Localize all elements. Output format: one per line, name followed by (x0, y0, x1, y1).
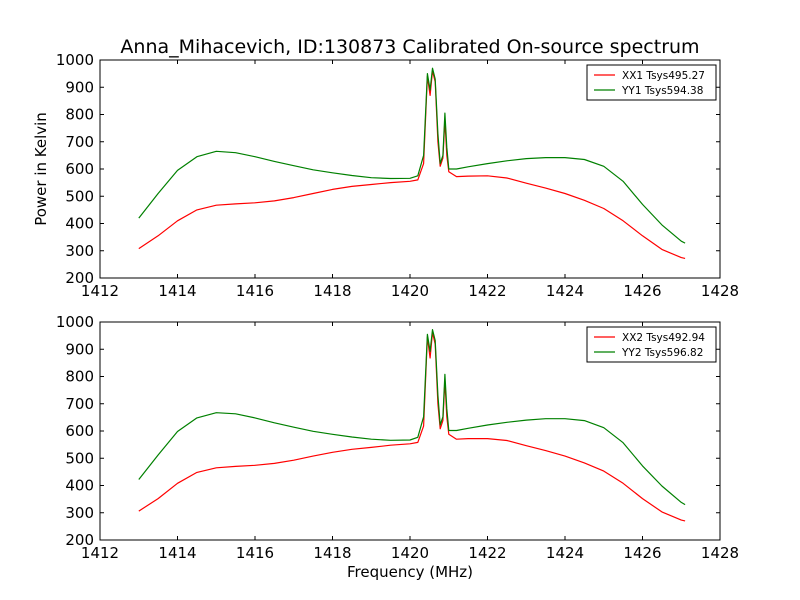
x-tick-label: 1424 (546, 544, 584, 562)
y-tick-label: 300 (65, 242, 94, 260)
x-tick-label: 1426 (623, 544, 661, 562)
x-tick-label: 1422 (468, 544, 506, 562)
legend-entry: YY2 Tsys596.82 (621, 347, 703, 359)
x-tick-label: 1422 (468, 282, 506, 300)
series-line-2 (138, 67, 686, 244)
y-tick-label: 600 (65, 160, 94, 178)
legend: XX2 Tsys492.94 YY2 Tsys596.82 (586, 326, 717, 363)
y-tick-label: 1000 (56, 51, 94, 69)
legend-entry: XX2 Tsys492.94 (622, 332, 705, 344)
x-tick-label: 1428 (701, 544, 739, 562)
subplot-2: 1412 1414 1416 1418 1420 1422 1424 1426 1428 200 3… (56, 313, 739, 581)
y-tick-label: 400 (65, 477, 94, 495)
y-tick-label: 200 (65, 531, 94, 549)
x-tick-label: 1426 (623, 282, 661, 300)
plots: 1412 1414 1416 1418 1420 1422 1424 1426 1428 200 3… (32, 51, 739, 581)
x-tick-label: 1428 (701, 282, 739, 300)
x-tick-label: 1418 (313, 544, 351, 562)
x-tick-label: 1412 (81, 544, 119, 562)
y-tick-label: 800 (65, 368, 94, 386)
x-tick-label: 1416 (236, 544, 274, 562)
y-tick-label: 600 (65, 422, 94, 440)
legend-box (586, 326, 717, 363)
y-tick-label: 400 (65, 215, 94, 233)
x-tick-label: 1424 (546, 282, 584, 300)
y-axis-label: Power in Kelvin (32, 112, 50, 226)
y-tick-label: 500 (65, 449, 94, 467)
chart-title: Anna_Mihacevich, ID:130873 Calibrated On… (120, 36, 699, 58)
y-tick-label: 500 (65, 187, 94, 205)
legend-box (586, 64, 717, 101)
x-tick-label: 1420 (391, 282, 429, 300)
legend-entry: XX1 Tsys495.27 (622, 70, 705, 82)
y-tick-label: 300 (65, 504, 94, 522)
x-axis-label: Frequency (MHz) (347, 563, 473, 581)
y-tick-label: 700 (65, 133, 94, 151)
x-tick-label: 1414 (158, 544, 196, 562)
y-tick-label: 800 (65, 106, 94, 124)
x-tick-label: 1420 (391, 544, 429, 562)
x-tick-label: 1412 (81, 282, 119, 300)
y-tick-label: 700 (65, 395, 94, 413)
x-tick-label: 1416 (236, 282, 274, 300)
series-line-2 (138, 329, 686, 506)
y-tick-label: 200 (65, 269, 94, 287)
subplot-1: 1412 1414 1416 1418 1420 1422 1424 1426 1428 200 3… (32, 51, 739, 300)
y-tick-label: 900 (65, 340, 94, 358)
y-tick-label: 900 (65, 78, 94, 96)
legend-entry: YY1 Tsys594.38 (621, 85, 703, 97)
y-tick-label: 1000 (56, 313, 94, 331)
x-tick-label: 1414 (158, 282, 196, 300)
x-tick-label: 1418 (313, 282, 351, 300)
legend: XX1 Tsys495.27 YY1 Tsys594.38 (586, 64, 717, 101)
